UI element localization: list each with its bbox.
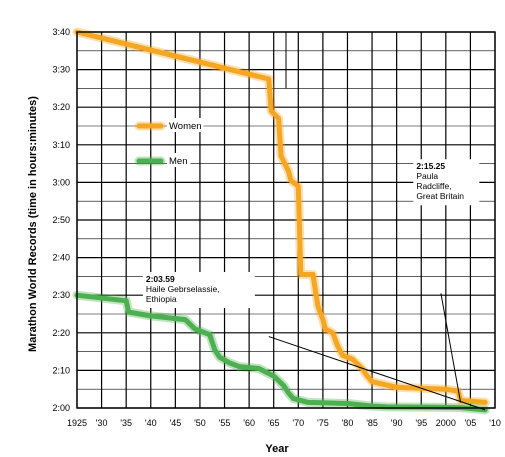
y-tick-label: 3:40 (52, 27, 70, 37)
annotation-leader-radcliffe (440, 293, 462, 403)
annotation-box-gebrselassie (142, 272, 255, 309)
y-tick-label: 3:10 (52, 140, 70, 150)
annotation-text-radcliffe: Great Britain (416, 191, 464, 201)
series-glow-women (72, 27, 490, 407)
y-tick-label: 3:00 (52, 177, 70, 187)
x-tick-label: '10 (489, 418, 501, 428)
y-tick-label: 3:30 (52, 65, 70, 75)
chart-axes: 1925 '30 '35 '40 '45 '50 '55 '60 '65 '70 '75 '80 '85… (52, 27, 500, 428)
x-tick-label: '35 (120, 418, 132, 428)
y-axis-label: Marathon World Records (time in hours:mi… (27, 96, 39, 352)
x-tick-label: '60 (243, 418, 255, 428)
x-tick-label: '45 (169, 418, 181, 428)
series-line-men (74, 292, 488, 413)
x-tick-label: 2000 (436, 418, 456, 428)
annotation-text-gebrselassie: Ethiopia (146, 294, 177, 304)
annotation-text-gebrselassie: Haile Gebrselassie, (146, 284, 220, 294)
y-tick-label: 2:10 (52, 365, 70, 375)
x-tick-label: 1925 (67, 418, 87, 428)
y-tick-label: 2:30 (52, 290, 70, 300)
y-tick-label: 2:50 (52, 215, 70, 225)
x-tick-label: '65 (268, 418, 280, 428)
y-tick-label: 2:20 (52, 328, 70, 338)
x-tick-label: '90 (391, 418, 403, 428)
legend-label-women: Women (169, 121, 202, 132)
y-tick-label: 2:40 (52, 253, 70, 263)
annotation-leader-gebrselassie (268, 336, 486, 411)
x-tick-label: '30 (96, 418, 108, 428)
annotation-text-gebrselassie: 2:03.59 (146, 274, 175, 284)
x-tick-label: '95 (415, 418, 427, 428)
series-line-women (74, 29, 488, 405)
x-tick-label: '85 (366, 418, 378, 428)
y-tick-label: 2:00 (52, 403, 70, 413)
x-tick-label: '40 (145, 418, 157, 428)
legend-label-bg (167, 153, 191, 167)
x-tick-label: '05 (465, 418, 477, 428)
x-tick-label: '70 (292, 418, 304, 428)
chart-legend: Women Men (134, 118, 204, 167)
y-tick-label: 3:20 (52, 102, 70, 112)
chart-grid (76, 31, 496, 409)
annotation-box-radcliffe (413, 159, 480, 206)
x-axis-label: Year (265, 443, 289, 455)
chart-series (72, 27, 490, 415)
legend-label-bg (167, 118, 204, 132)
x-tick-label: '75 (317, 418, 329, 428)
legend-label-men: Men (169, 156, 187, 167)
annotation-text-radcliffe: Paula (416, 171, 438, 181)
x-tick-label: '55 (219, 418, 231, 428)
annotation-text-radcliffe: Radcliffe, (416, 181, 451, 191)
x-tick-label: '80 (342, 418, 354, 428)
annotation-text-radcliffe: 2:15.25 (416, 161, 445, 171)
x-tick-label: '50 (194, 418, 206, 428)
